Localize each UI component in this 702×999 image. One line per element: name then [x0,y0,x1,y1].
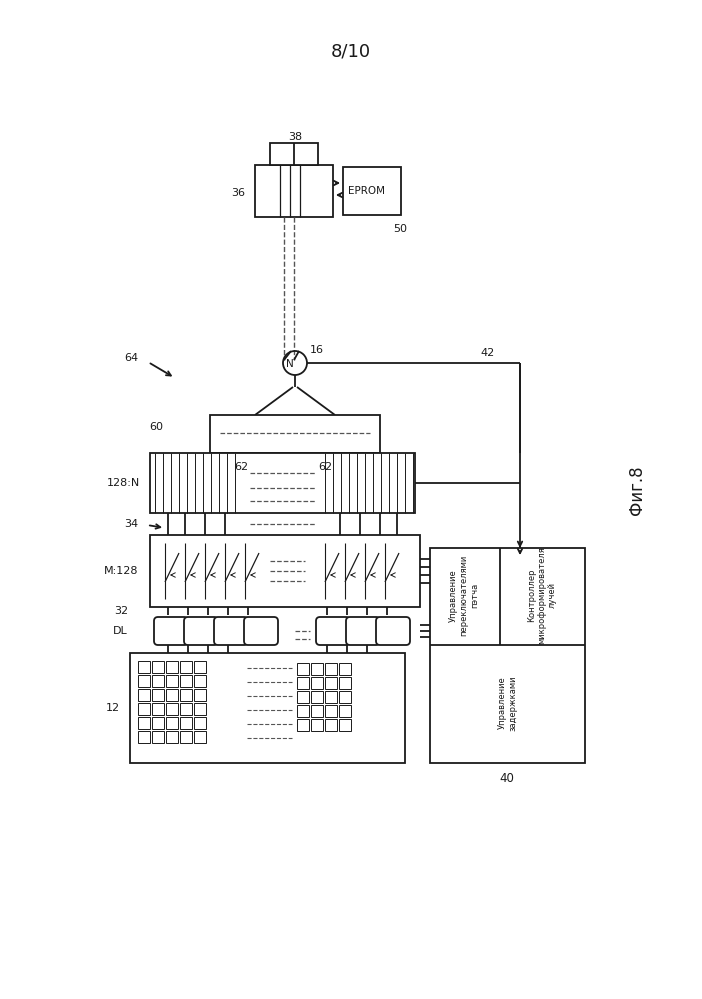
Bar [180,731,192,743]
Bar [166,703,178,715]
Bar [152,689,164,701]
Bar [325,705,337,717]
Bar [166,661,178,673]
Bar [152,675,164,687]
Bar [325,663,337,675]
Bar [194,689,206,701]
Text: Контроллер
микроформирователя
лучей: Контроллер микроформирователя лучей [526,546,557,644]
Bar [339,705,351,717]
Bar [297,719,309,731]
Bar [339,719,351,731]
Bar [311,719,323,731]
Bar [150,535,420,607]
Text: 16: 16 [310,345,324,355]
Bar [325,677,337,689]
Bar [166,717,178,729]
FancyBboxPatch shape [214,617,248,645]
Bar [166,689,178,701]
Bar [210,415,380,453]
Text: 64: 64 [124,353,138,363]
Text: 60: 60 [149,422,163,432]
Text: M:128: M:128 [103,566,138,576]
Bar [430,548,585,763]
Text: 8/10: 8/10 [331,43,371,61]
FancyBboxPatch shape [244,617,278,645]
Bar [311,663,323,675]
Bar [138,675,150,687]
Text: 12: 12 [106,703,120,713]
Bar [255,165,333,217]
Bar [297,663,309,675]
Bar [339,663,351,675]
Bar [150,453,415,513]
Bar [138,661,150,673]
Bar [339,677,351,689]
Bar [166,675,178,687]
Bar [180,675,192,687]
Text: Управление
задержками: Управление задержками [498,675,517,730]
Bar [325,691,337,703]
Text: 40: 40 [500,772,515,785]
Bar [297,677,309,689]
Text: 62: 62 [234,462,248,472]
Bar [180,661,192,673]
FancyBboxPatch shape [316,617,350,645]
Bar [311,677,323,689]
FancyBboxPatch shape [376,617,410,645]
Bar [152,717,164,729]
Text: 38: 38 [288,132,302,142]
Bar [152,703,164,715]
Bar [180,703,192,715]
Text: Управление
переключателями
пэтча: Управление переключателями пэтча [449,554,479,636]
Bar [166,731,178,743]
Text: 50: 50 [393,224,407,234]
Bar [194,717,206,729]
Bar [311,691,323,703]
Text: 32: 32 [114,606,128,616]
Text: N: N [286,359,294,369]
Text: 128:N: 128:N [107,478,140,488]
Text: 36: 36 [231,188,245,198]
Bar [130,653,405,763]
Text: 34: 34 [124,519,138,529]
Bar [311,705,323,717]
Text: 62: 62 [318,462,332,472]
Text: 42: 42 [480,348,494,358]
Bar [138,689,150,701]
Bar [325,719,337,731]
Bar [297,691,309,703]
FancyBboxPatch shape [346,617,380,645]
Bar [343,167,401,215]
Bar [194,675,206,687]
FancyBboxPatch shape [184,617,218,645]
Bar [297,705,309,717]
Bar [180,689,192,701]
Bar [180,717,192,729]
FancyBboxPatch shape [154,617,188,645]
Bar [138,731,150,743]
Text: DL: DL [113,626,128,636]
Bar [152,731,164,743]
Bar [194,731,206,743]
Bar [270,143,318,165]
Bar [138,703,150,715]
Bar [194,703,206,715]
Text: EPROM: EPROM [348,186,385,196]
Bar [138,717,150,729]
Bar [152,661,164,673]
Bar [194,661,206,673]
Bar [339,691,351,703]
Text: Фиг.8: Фиг.8 [628,466,646,514]
